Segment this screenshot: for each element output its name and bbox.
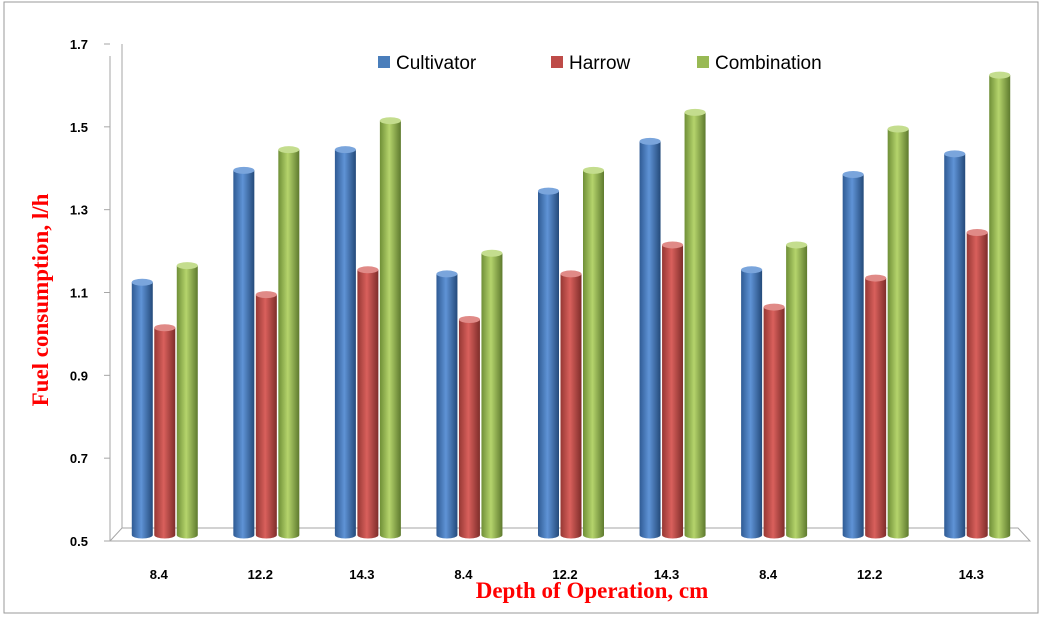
- x-tick-label: 8.4: [150, 567, 169, 582]
- bar-cap-cultivator: [436, 270, 458, 278]
- bar-harrow: [357, 269, 379, 539]
- bar-cap-combination: [989, 71, 1011, 79]
- bar-harrow: [662, 244, 684, 539]
- bar-cultivator: [233, 170, 255, 539]
- x-tick-label: 12.2: [248, 567, 273, 582]
- y-tick-labels: 0.5 0.7 0.9 1.1 1.3 1.5 1.7: [70, 37, 110, 549]
- y-tick-label: 1.1: [70, 286, 88, 301]
- bar-combination: [786, 244, 808, 539]
- bar-combination: [684, 112, 706, 539]
- bar-harrow: [458, 319, 480, 539]
- bar-cap-harrow: [763, 303, 785, 311]
- y-tick-label: 1.3: [70, 203, 88, 218]
- bar-cap-cultivator: [944, 150, 966, 158]
- x-tick-label: 14.3: [654, 567, 679, 582]
- legend-label-cultivator: Cultivator: [396, 53, 477, 74]
- bar-cap-cultivator: [639, 137, 661, 145]
- bar-cap-combination: [786, 241, 808, 249]
- bar-harrow: [865, 278, 887, 539]
- bar-cultivator: [334, 149, 356, 539]
- bar-combination: [887, 128, 909, 539]
- bar-combination: [379, 120, 401, 539]
- bar-cap-cultivator: [741, 266, 763, 274]
- bar-cap-harrow: [255, 291, 277, 299]
- bar-cap-combination: [583, 166, 604, 174]
- bar-harrow: [763, 307, 785, 539]
- bar-cap-harrow: [458, 315, 480, 323]
- x-tick-label: 12.2: [552, 567, 577, 582]
- bar-harrow: [560, 273, 582, 539]
- legend-swatch-harrow: [551, 56, 563, 68]
- legend-label-combination: Combination: [715, 53, 822, 74]
- bar-combination: [481, 253, 503, 539]
- bar-cap-cultivator: [842, 171, 864, 179]
- y-tick-label: 0.5: [70, 534, 88, 549]
- bar-cap-combination: [176, 262, 198, 270]
- bar-cap-cultivator: [538, 187, 559, 195]
- y-tick-label: 1.7: [70, 37, 88, 52]
- x-tick-label: 12.2: [857, 567, 882, 582]
- x-tick-label: 14.3: [349, 567, 374, 582]
- x-axis-title: Depth of Operation, cm: [476, 578, 709, 603]
- bar-combination: [278, 149, 300, 539]
- bar-cultivator: [436, 273, 458, 539]
- bar-harrow: [966, 232, 988, 539]
- legend-swatch-combination: [697, 56, 709, 68]
- bar-combination: [989, 75, 1011, 539]
- bar-cap-harrow: [662, 241, 684, 249]
- legend-swatch-cultivator: [378, 56, 390, 68]
- x-tick-label: 14.3: [959, 567, 984, 582]
- y-tick-label: 0.9: [70, 368, 88, 383]
- bar-cap-cultivator: [233, 166, 255, 174]
- bar-cap-harrow: [865, 274, 887, 282]
- bar-harrow: [255, 294, 277, 539]
- bar-cap-combination: [481, 249, 503, 257]
- bar-cap-harrow: [560, 270, 582, 278]
- bar-cultivator: [538, 191, 559, 539]
- bar-cultivator: [842, 174, 864, 539]
- bar-cultivator: [639, 141, 661, 539]
- x-tick-label: 8.4: [759, 567, 778, 582]
- bar-cap-combination: [887, 125, 909, 133]
- x-tick-labels: 8.4 12.2 14.3 8.4 12.2 14.3 8.4 12.2 14.3: [150, 567, 984, 582]
- bar-cap-cultivator: [334, 146, 356, 154]
- y-axis-title: Fuel consumption, l/h: [28, 193, 53, 406]
- bar-cultivator: [741, 269, 763, 539]
- bar-cultivator: [131, 282, 153, 539]
- bar-combination: [176, 265, 198, 539]
- bar-cap-combination: [684, 108, 706, 116]
- bar-cap-harrow: [357, 266, 379, 274]
- bars-group: [131, 71, 1011, 539]
- bar-cap-harrow: [154, 324, 176, 332]
- bar-cultivator: [944, 153, 966, 539]
- x-tick-label: 8.4: [454, 567, 473, 582]
- legend-label-harrow: Harrow: [569, 53, 631, 74]
- bar-cap-cultivator: [131, 278, 153, 286]
- bar-harrow: [154, 327, 176, 539]
- bar-cap-combination: [278, 146, 300, 154]
- bar-cap-combination: [379, 117, 401, 125]
- bar-combination: [583, 170, 604, 539]
- y-tick-label: 1.5: [70, 120, 88, 135]
- y-tick-label: 0.7: [70, 451, 88, 466]
- legend: Cultivator Harrow Combination: [378, 53, 822, 74]
- bar-cap-harrow: [966, 229, 988, 237]
